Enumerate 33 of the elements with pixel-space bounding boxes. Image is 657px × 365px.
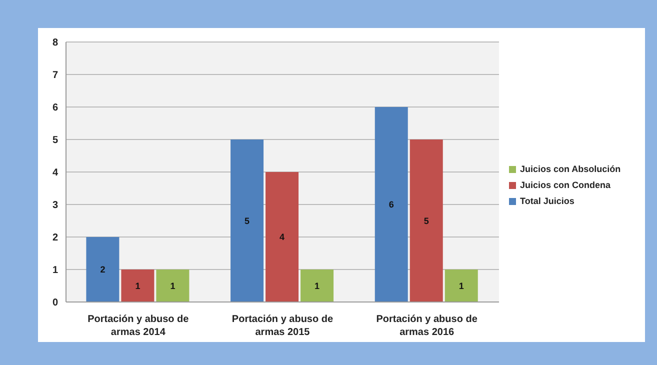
y-tick-label: 3 (52, 200, 58, 212)
data-label: 4 (280, 232, 285, 242)
data-label: 6 (388, 200, 394, 210)
y-tick-label: 0 (52, 298, 58, 309)
data-label: 1 (135, 280, 140, 291)
y-tick-label: 7 (52, 70, 58, 82)
y-tick-label: 8 (52, 38, 58, 49)
bar (121, 270, 154, 302)
legend-label: Juicios con Condena (520, 180, 611, 190)
y-tick-label: 5 (52, 135, 58, 146)
data-label: 1 (314, 280, 320, 291)
data-label: 2 (100, 264, 106, 275)
x-tick-label: Portación y abuso de armas 2014 (88, 314, 190, 338)
bar (374, 107, 408, 302)
bar (230, 140, 264, 302)
y-tick-label: 1 (52, 265, 58, 276)
bar (300, 270, 334, 302)
y-tick-label: 6 (52, 102, 58, 114)
bar (444, 270, 478, 302)
y-tick-label: 4 (52, 168, 58, 179)
bar (156, 270, 190, 302)
x-tick-label: Portación y abuso de armas 2015 (232, 314, 334, 338)
data-label: 1 (458, 280, 464, 291)
legend-label: Juicios con Absolución (520, 164, 621, 174)
data-label: 5 (424, 216, 429, 226)
x-tick-label: Portación y abuso de armas 2016 (376, 314, 478, 338)
bar (410, 140, 443, 302)
bar (86, 237, 120, 302)
legend-label: Total Juicios (520, 196, 574, 206)
y-tick-label: 2 (52, 232, 58, 244)
data-label: 5 (244, 216, 250, 226)
data-label: 1 (170, 280, 176, 291)
bar (266, 172, 299, 302)
